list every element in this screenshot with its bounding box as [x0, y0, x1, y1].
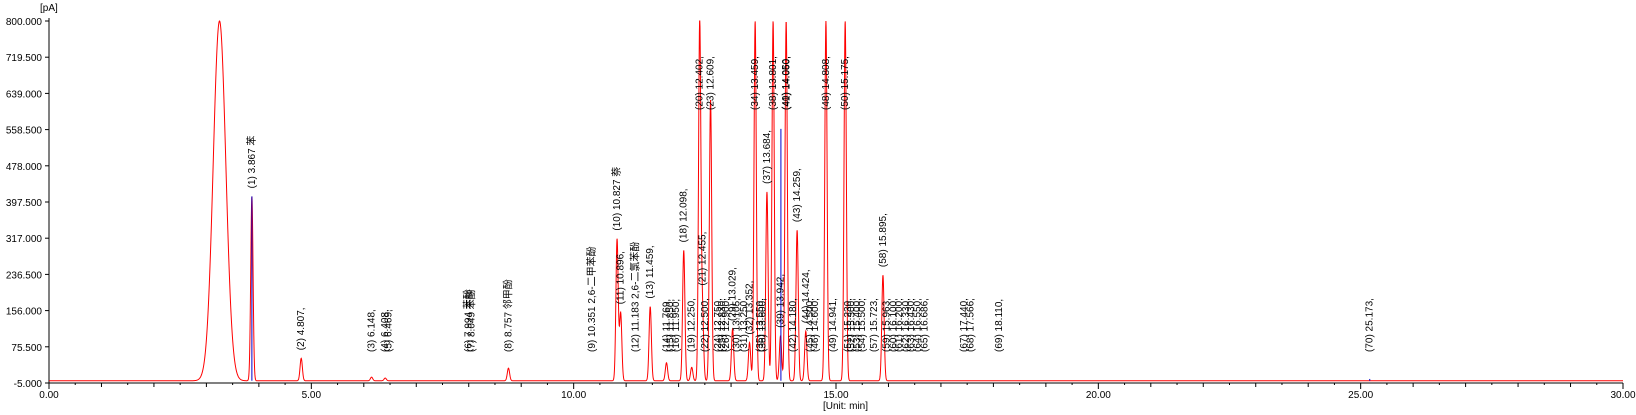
peak-label: (45) 14.500,	[805, 298, 816, 352]
peak-label: (53) 15.400,	[852, 298, 863, 352]
peak-label: (68) 17.566,	[966, 298, 977, 352]
peak-label: (67) 17.440,	[959, 298, 970, 352]
peak-label: (1) 3.867 苯	[245, 136, 258, 189]
peak-label: (18) 12.098,	[679, 188, 690, 242]
peak-label: (10) 10.827 萘	[611, 167, 623, 231]
peak-label: (34) 13.459,	[750, 56, 761, 110]
y-tick-label: 75.500	[11, 343, 42, 354]
y-tick-label: 156.000	[6, 307, 43, 318]
peak-label: (2) 4.807,	[296, 307, 307, 350]
y-unit-label: [pA]	[40, 3, 58, 14]
peak-label: (3) 6.148,	[367, 309, 378, 352]
peak-label: (23) 12.609,	[706, 56, 717, 110]
x-tick-label: 10.00	[561, 390, 586, 401]
peak-label: (69) 18.110,	[994, 299, 1005, 352]
x-tick-label: 30.00	[1610, 390, 1635, 401]
peak-labels: (1) 3.867 苯 (2) 4.807, (3) 6.148, (4) 6.408…	[245, 56, 1376, 352]
peak-label: (49) 14.941,	[828, 298, 839, 352]
peak-label: (51) 15.230,	[843, 298, 854, 352]
peak-label: (59) 15.963,	[882, 298, 893, 352]
peak-label: (4) 6.408,	[380, 309, 391, 352]
peak-label: (65) 16.686,	[919, 298, 930, 352]
peak-label: (60) 16.100,	[889, 298, 900, 352]
peak-label: (31) 13.250,	[739, 298, 750, 352]
y-tick-label: -5.000	[14, 379, 43, 390]
peak-label: (62) 16.330,	[901, 298, 912, 352]
x-tick-label: 0.00	[39, 390, 59, 401]
peak-label: (57) 15.723,	[869, 298, 880, 352]
peak-label: (24) 12.750,	[713, 298, 724, 352]
peak-label: (16) 11.950,	[671, 299, 682, 352]
plot-area	[49, 20, 1623, 382]
peak-label: (44) 14.424,	[801, 269, 812, 323]
peak-label: (5) 6.469,	[383, 309, 394, 352]
x-tick-label: 25.00	[1348, 390, 1373, 401]
peak-label: (41) 14.060,	[782, 56, 793, 110]
peak-label: (20) 12.402,	[695, 56, 706, 110]
peak-label: (46) 14.600,	[810, 298, 821, 352]
peak-label: (12) 11.183 2,6-二氯苯酚	[629, 242, 642, 352]
peak-label: (14) 11.769,	[661, 299, 672, 352]
peak-label: (21) 12.455,	[697, 232, 708, 286]
peak-label: (38) 13.801,	[768, 56, 779, 110]
peak-label: (36) 13.600,	[758, 298, 769, 352]
y-tick-label: 236.500	[6, 270, 43, 281]
peak-label: (43) 14.259,	[792, 168, 803, 222]
peak-label: (9) 10.351 2,6-二甲苯酚	[585, 246, 598, 352]
peak-label: (11) 10.896,	[616, 251, 627, 304]
peak-label: (26) 12.900,	[721, 298, 732, 352]
peak-label: (48) 14.808,	[821, 56, 832, 110]
peak-label: (54) 15.500,	[857, 298, 868, 352]
y-tick-label: 800.000	[6, 17, 43, 28]
y-tick-label: 478.000	[6, 162, 43, 173]
peak-label: (40) 14.050,	[781, 56, 792, 110]
peak-label: (61) 16.200,	[894, 298, 905, 352]
ticks: 800.000 719.500 639.000 558.500 478.000 397.5…	[6, 17, 1636, 401]
x-tick-label: 15.00	[823, 390, 848, 401]
peak-label: (29) 13.029,	[728, 267, 739, 321]
x-tick-label: 20.00	[1086, 390, 1111, 401]
y-tick-label: 558.500	[6, 126, 43, 137]
peak-label: (19) 12.250,	[687, 298, 698, 352]
peak-label: (39) 13.942,	[775, 274, 786, 328]
peak-label: (32) 13.352,	[745, 281, 756, 335]
x-unit-label: [Unit: min]	[823, 401, 868, 412]
peak-label: (63) 16.430,	[906, 298, 917, 352]
peak-label: (6) 7.994 苯酚	[461, 289, 474, 352]
y-tick-label: 639.000	[6, 89, 43, 100]
peak-label: (15) 11.850,	[666, 299, 677, 352]
signal-trace	[49, 20, 1623, 382]
y-tick-label: 317.000	[6, 234, 43, 245]
peak-label: (42) 14.180,	[788, 298, 799, 352]
peak-label: (52) 15.300,	[847, 298, 858, 352]
peak-label: (70) 25.173,	[1365, 298, 1376, 352]
peak-label: (30) 13.105,	[732, 298, 743, 352]
peak-label: (13) 11.459,	[645, 245, 656, 298]
peak-label: (50) 15.175,	[840, 56, 851, 110]
peak-label: (37) 13.684,	[762, 130, 773, 184]
y-tick-label: 397.500	[6, 198, 43, 209]
peak-label: (64) 16.550,	[912, 298, 923, 352]
peak-label: (58) 15.895,	[878, 213, 889, 267]
peak-label: (8) 8.757 邻甲酚	[501, 279, 514, 352]
peak-label: (35) 13.550,	[755, 298, 766, 352]
peak-label: (22) 12.500,	[700, 298, 711, 352]
x-tick-label: 5.00	[302, 390, 322, 401]
peak-label: (7) 8.049 苯酚	[464, 289, 477, 352]
peak-label: (25) 12.830,	[717, 298, 728, 352]
y-tick-label: 719.500	[6, 53, 43, 64]
